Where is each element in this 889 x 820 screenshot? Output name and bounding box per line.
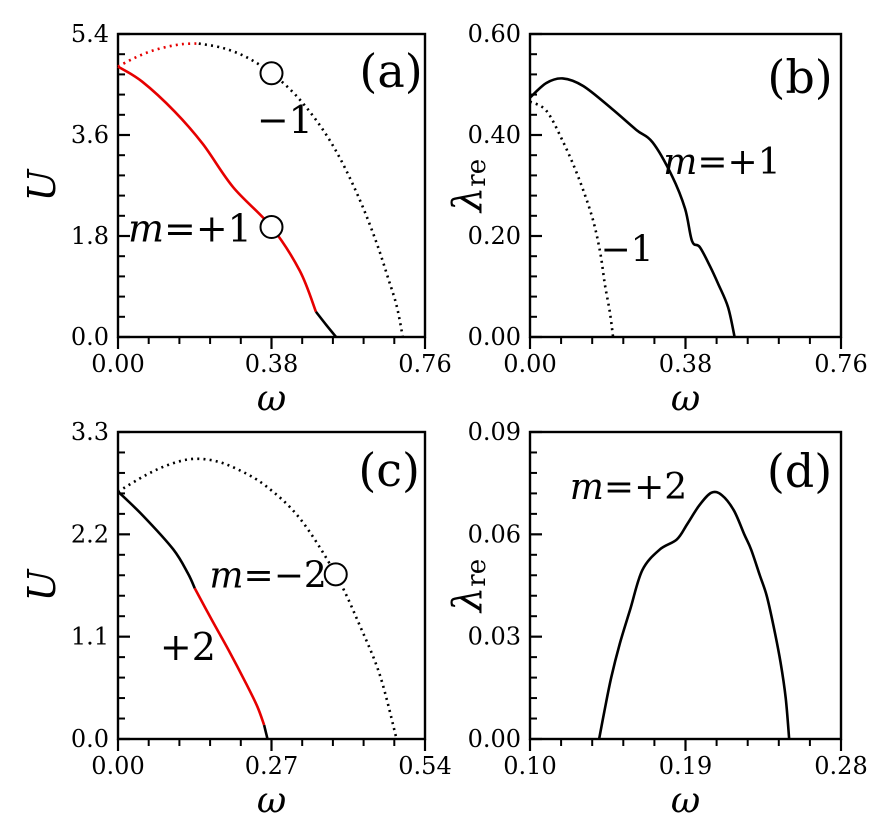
series-c-1 (117, 490, 196, 589)
x-tick-label: 0.27 (245, 752, 298, 780)
y-tick-label: 1.1 (71, 623, 109, 651)
panel-letter: (c) (358, 443, 420, 497)
x-axis-label: ω (257, 379, 286, 420)
series-a-2 (117, 65, 318, 313)
y-tick-label: 0.60 (468, 20, 521, 48)
x-tick-label: 0.19 (659, 752, 712, 780)
panel-letter: (b) (767, 50, 832, 104)
panel-d: 0.10 0.19 0.28 0.00 0.03 0.06 0.09 ω λre m=+2 (d) (445, 418, 868, 820)
y-axis-label: U (20, 168, 64, 202)
y-tick-label: 0.06 (468, 520, 521, 548)
y-tick-label: 2.2 (71, 520, 109, 548)
y-tick-label: 0.00 (468, 323, 521, 351)
series-c-3 (262, 724, 269, 740)
x-tick-label: 0.76 (398, 350, 451, 378)
series-c-2 (193, 587, 266, 726)
x-axis-label: ω (671, 379, 700, 420)
series-c-0 (117, 457, 398, 740)
x-tick-label: 0.76 (814, 350, 867, 378)
annotation-label: m=+1 (663, 141, 780, 182)
series-a-1 (198, 42, 405, 338)
series-b-1 (529, 100, 615, 338)
panel-letter: (d) (767, 444, 832, 498)
series-d-0 (597, 490, 791, 740)
panel-c: 0.00 0.27 0.54 0.0 1.1 2.2 3.3 ω U m=−2 +2 (c) (20, 418, 452, 820)
y-tick-label: 1.8 (71, 222, 109, 250)
series-a-0 (117, 42, 199, 68)
panel-letter: (a) (359, 44, 422, 98)
open-circle-marker (323, 562, 348, 587)
open-circle-marker (259, 61, 284, 86)
x-tick-label: 0.00 (91, 350, 144, 378)
x-axis-label: ω (257, 781, 286, 820)
x-tick-label: 0.38 (245, 350, 298, 378)
y-tick-label: 3.6 (71, 121, 109, 149)
y-tick-label: 0.0 (71, 323, 109, 351)
x-tick-label: 0.38 (659, 350, 712, 378)
series-a-3 (314, 310, 338, 338)
y-axis-label: λre (445, 159, 492, 214)
y-axis-label: λre (445, 559, 492, 614)
annotation-label: m=−2 (209, 555, 326, 596)
y-tick-label: 0.00 (468, 725, 521, 753)
x-tick-label: 0.00 (503, 350, 556, 378)
y-tick-label: 5.4 (71, 20, 109, 48)
y-axis-label: U (20, 568, 64, 602)
x-tick-label: 0.28 (814, 752, 867, 780)
y-tick-label: 0.40 (468, 121, 521, 149)
x-tick-label: 0.10 (503, 752, 556, 780)
open-circle-marker (259, 215, 284, 240)
y-tick-label: 0.20 (468, 222, 521, 250)
annotation-label: −1 (257, 98, 313, 142)
y-tick-label: 0.0 (71, 725, 109, 753)
annotation-label: −1 (600, 230, 653, 271)
panel-a: 0.00 0.38 0.76 0.0 1.8 3.6 5.4 ω U −1 m=+1 (a) (20, 20, 452, 420)
panel-b: 0.00 0.38 0.76 0.00 0.20 0.40 0.60 ω λre m=+1 −1 (b… (445, 20, 868, 420)
series-b-0 (529, 77, 736, 338)
y-tick-label: 0.03 (468, 623, 521, 651)
annotation-label: +2 (160, 625, 216, 669)
x-tick-label: 0.00 (91, 752, 144, 780)
x-tick-label: 0.54 (398, 752, 451, 780)
x-axis-label: ω (671, 781, 700, 820)
annotation-label: m=+1 (128, 207, 252, 251)
annotation-label: m=+2 (570, 466, 687, 507)
y-tick-label: 3.3 (71, 418, 109, 446)
y-tick-label: 0.09 (468, 418, 521, 446)
